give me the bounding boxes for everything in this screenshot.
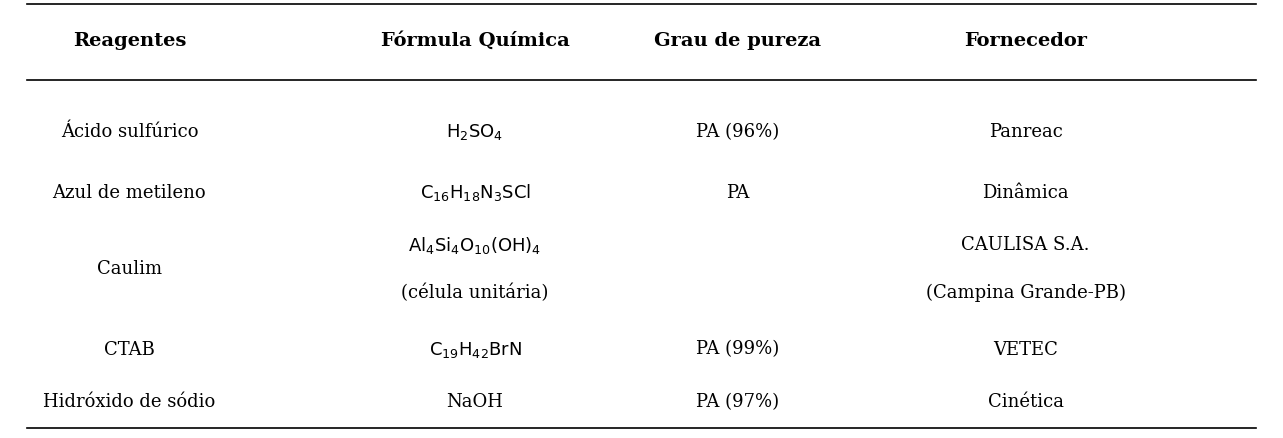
Text: VETEC: VETEC (993, 341, 1058, 359)
Text: CTAB: CTAB (104, 341, 155, 359)
Text: Grau de pureza: Grau de pureza (654, 32, 821, 49)
Text: $\mathregular{C_{16}H_{18}N_3SCl}$: $\mathregular{C_{16}H_{18}N_3SCl}$ (420, 182, 531, 203)
Text: Azul de metileno: Azul de metileno (53, 184, 207, 202)
Text: Panreac: Panreac (989, 123, 1062, 141)
Text: PA (97%): PA (97%) (695, 393, 779, 411)
Text: NaOH: NaOH (446, 393, 503, 411)
Text: Hidróxido de sódio: Hidróxido de sódio (44, 393, 216, 411)
Text: Ácido sulfúrico: Ácido sulfúrico (60, 123, 198, 141)
Text: PA: PA (726, 184, 749, 202)
Text: Cinética: Cinética (988, 393, 1064, 411)
Text: (célula unitária): (célula unitária) (402, 284, 549, 302)
Text: Fornecedor: Fornecedor (964, 32, 1087, 49)
Text: Fórmula Química: Fórmula Química (381, 31, 570, 50)
Text: $\mathregular{C_{19}H_{42}BrN}$: $\mathregular{C_{19}H_{42}BrN}$ (429, 339, 522, 360)
Text: Dinâmica: Dinâmica (983, 184, 1069, 202)
Text: CAULISA S.A.: CAULISA S.A. (961, 236, 1089, 254)
Text: Caulim: Caulim (96, 260, 162, 278)
Text: $\mathregular{Al_4Si_4O_{10}(OH)_4}$: $\mathregular{Al_4Si_4O_{10}(OH)_4}$ (408, 235, 541, 256)
Text: PA (96%): PA (96%) (695, 123, 779, 141)
Text: (Campina Grande-PB): (Campina Grande-PB) (925, 284, 1125, 302)
Text: PA (99%): PA (99%) (695, 341, 779, 359)
Text: $\mathregular{H_2SO_4}$: $\mathregular{H_2SO_4}$ (446, 122, 504, 142)
Text: Reagentes: Reagentes (73, 32, 186, 49)
